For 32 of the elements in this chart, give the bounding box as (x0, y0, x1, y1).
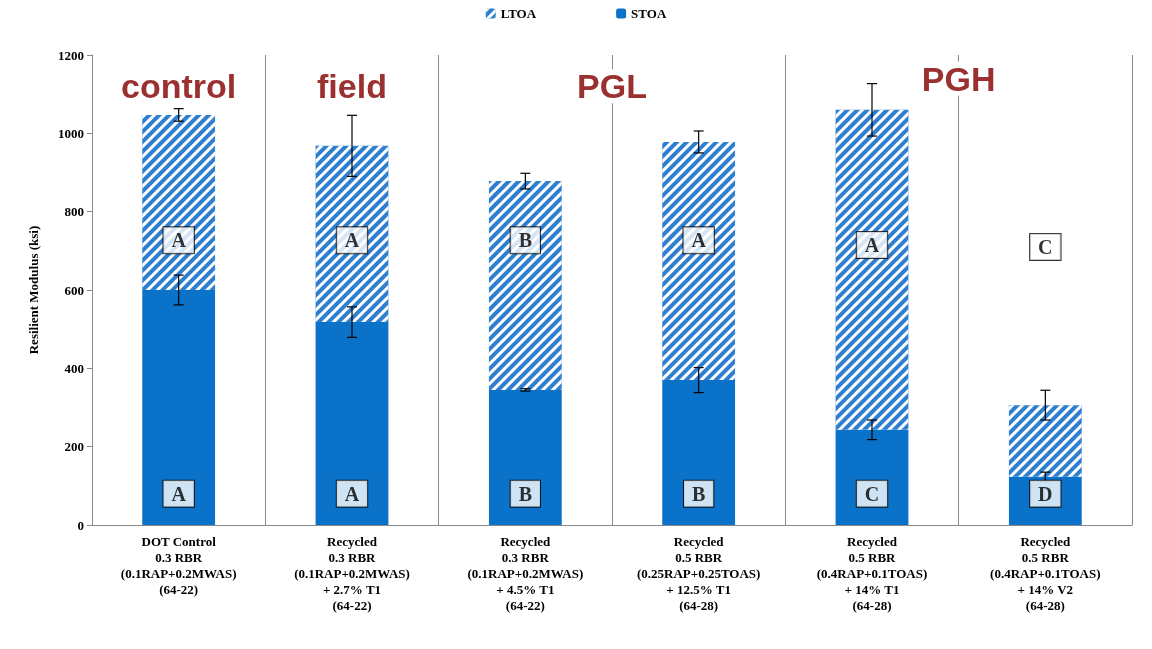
annotation: PGL (577, 67, 647, 106)
annotation: A (691, 229, 707, 252)
x-tick-label: Recycled 0.5 RBR (0.25RAP+0.25TOAS) + 12.5% T1 (64-28) (636, 533, 761, 613)
annotation: A (864, 233, 880, 256)
annotation: B (691, 482, 706, 505)
x-tick-label: Recycled 0.3 RBR (0.1RAP+0.2MWAS) + 2.7% T1 (64-22) (294, 533, 410, 613)
annotation: A (171, 229, 187, 252)
annotation: A (344, 229, 360, 252)
annotation: A (171, 482, 187, 505)
legend-label: STOA (631, 6, 667, 21)
annotation: B (518, 229, 533, 252)
y-tick-label: 1200 (58, 47, 84, 63)
legend-label: LTOA (500, 6, 537, 21)
annotation: control (121, 67, 237, 106)
annotation: PGH (921, 59, 996, 98)
y-tick-label: 0 (77, 517, 84, 533)
annotation: B (518, 482, 533, 505)
annotation: field (317, 67, 387, 106)
y-tick-label: 600 (64, 282, 84, 298)
y-tick-label: 200 (64, 439, 84, 455)
x-tick-label: Recycled 0.5 RBR (0.4RAP+0.1TOAS) + 14% V2 (64-28) (990, 533, 1101, 613)
annotation: C (864, 482, 880, 505)
annotation: A (344, 482, 360, 505)
annotation: D (1038, 482, 1053, 505)
x-tick-label: Recycled 0.3 RBR (0.1RAP+0.2MWAS) + 4.5% T1 (64-22) (467, 533, 584, 613)
x-tick-label: Recycled 0.5 RBR (0.4RAP+0.1TOAS) + 14% T1 (64-28) (816, 533, 928, 613)
y-axis-title: Resilient Modulus (ksi) (26, 225, 41, 355)
y-tick-label: 1000 (58, 125, 84, 141)
y-tick-label: 400 (64, 360, 84, 376)
x-tick-label: DOT Control 0.3 RBR (0.1RAP+0.2MWAS) (64-22) (120, 533, 237, 597)
y-tick-label: 800 (64, 204, 84, 220)
annotation: C (1038, 235, 1053, 258)
